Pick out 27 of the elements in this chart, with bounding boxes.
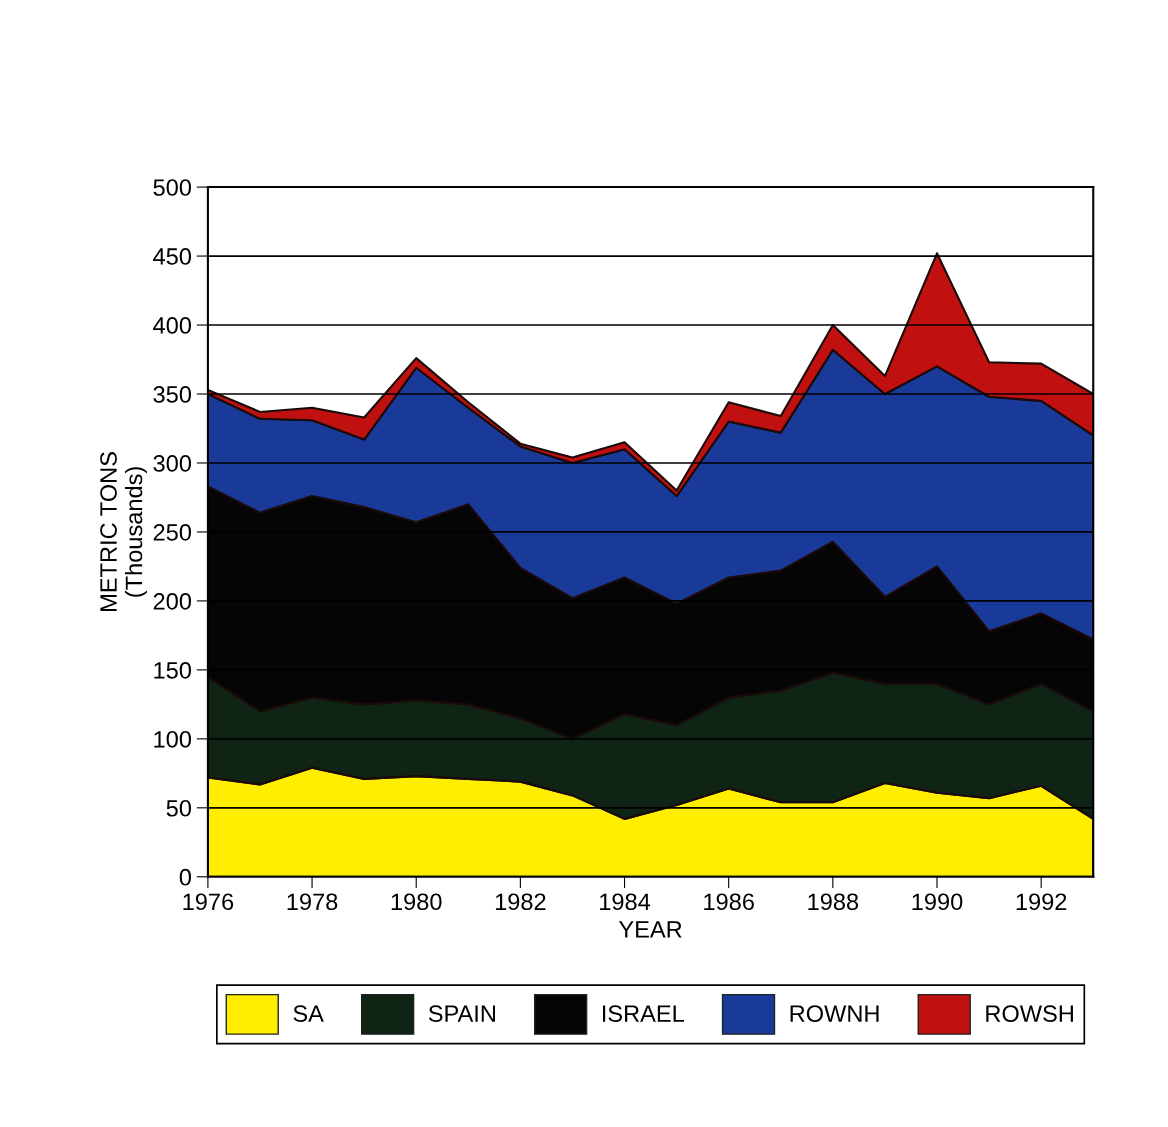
x-tick-label: 1982 [495,893,546,911]
legend-label: SPAIN [428,1005,495,1022]
y-tick-label: 200 [153,592,192,610]
legend-label: SA [293,1005,324,1022]
x-tick-label: 1984 [600,893,651,911]
y-tick-label: 250 [153,524,192,541]
y-tick-label: 100 [154,730,192,748]
x-tick-label: 1978 [287,893,338,911]
y-tick-label: 0 [179,868,192,886]
y-tick-label: 50 [166,799,192,817]
y-tick-label: 450 [153,248,192,265]
legend-label: ISRAEL [602,1005,684,1022]
y-axis-title: METRIC TONS (Thousands) [100,452,147,611]
legend-label: ROWSH [986,1005,1073,1022]
y-tick-label: 400 [153,317,192,334]
x-tick-label: 1986 [704,893,754,911]
y-tick-label: 350 [153,386,192,403]
y-tick-label: 500 [153,179,192,196]
x-axis-title: YEAR [618,921,682,938]
x-tick-label: 1976 [183,893,234,911]
x-tick-label: 1988 [808,893,859,911]
x-tick-label: 1990 [912,893,963,911]
legend-label: ROWNH [790,1005,879,1022]
y-tick-label: 150 [154,661,192,679]
x-tick-label: 1992 [1016,893,1067,911]
x-tick-label: 1980 [391,893,442,911]
y-tick-label: 300 [153,455,192,472]
